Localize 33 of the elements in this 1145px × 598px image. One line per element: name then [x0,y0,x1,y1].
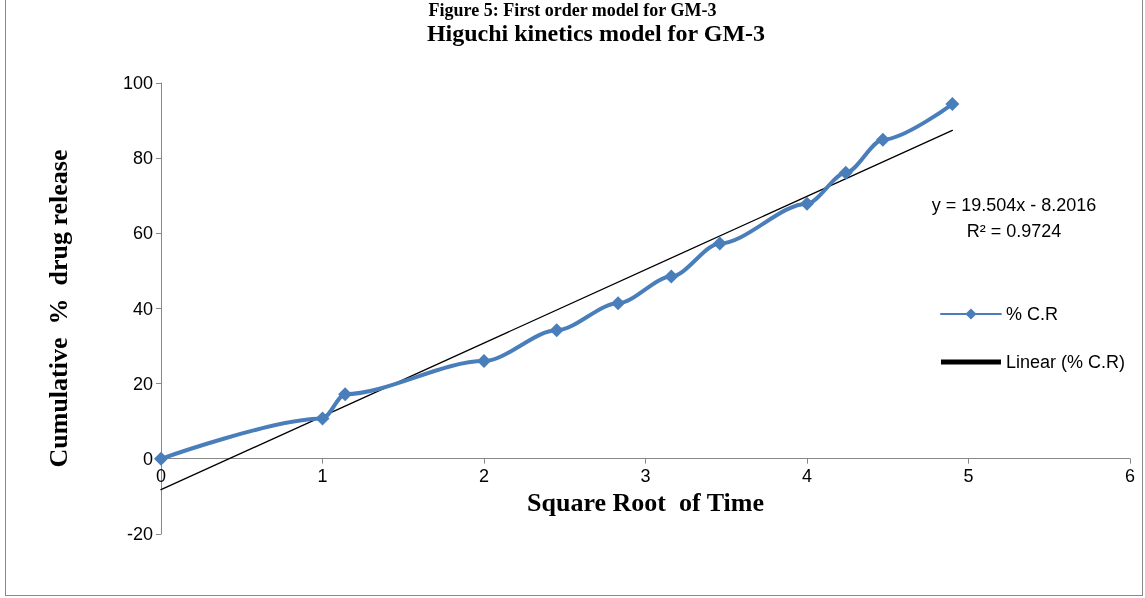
point [611,296,626,311]
y-tick-label: 20 [132,373,153,394]
x-axis-title: Square Root of Time [527,488,764,518]
x-tick-label: 0 [155,465,167,486]
y-tick-label: 80 [132,148,153,169]
y-axis-title: Cumulative % drug release [43,149,73,468]
point [315,411,330,426]
x-tick-label: 6 [1124,465,1136,486]
y-tick-label: -20 [126,524,153,544]
point [338,387,353,402]
x-tick-label: 5 [963,465,974,486]
x-tick-label: 1 [317,465,328,486]
point [154,451,168,466]
legend-label: Linear (% C.R) [1005,352,1125,372]
annotation: y = 19.504x - 8.2016 R² = 0.9724 [931,195,1097,241]
legend-label: % C.R [1005,304,1058,324]
x-tick-label: 4 [801,465,813,486]
point [549,323,564,338]
point [945,97,960,112]
point [712,236,727,251]
chart-title: Higuchi kinetics model for GM-3 [426,20,766,46]
x-tick-label: 3 [640,465,651,486]
point [838,165,853,180]
point [800,196,814,211]
y-tick-label: 40 [132,298,153,319]
point [477,354,491,369]
caption: Figure 5: First order model for GM-3 [427,0,718,20]
x-tick-label: 2 [478,465,490,486]
y-tick-label: 0 [142,448,153,469]
y-tick-label: 60 [132,223,153,244]
point [875,132,890,147]
point [664,269,679,284]
y-tick-label: 100 [122,73,153,93]
